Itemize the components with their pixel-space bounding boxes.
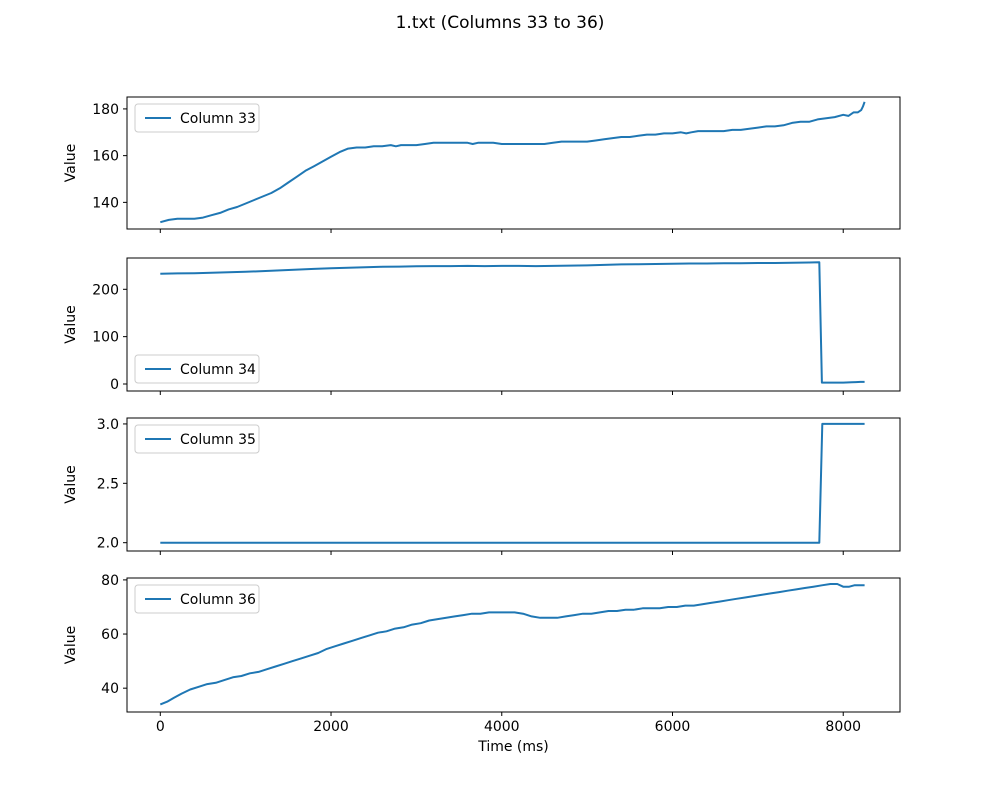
legend-column-36: Column 36 <box>134 584 260 614</box>
y-tick-label: 40 <box>101 681 119 697</box>
y-tick-label: 140 <box>92 195 119 211</box>
legend-label: Column 33 <box>180 111 256 127</box>
x-tick-label: 8000 <box>825 719 861 735</box>
y-tick-label: 2.5 <box>97 476 119 492</box>
y-axis-label: Value <box>63 144 79 182</box>
y-tick-label: 2.0 <box>97 536 119 552</box>
y-tick-label: 100 <box>92 330 119 346</box>
line-column-36 <box>159 583 865 706</box>
y-axis-label: Value <box>63 626 79 664</box>
legend-label: Column 34 <box>180 362 256 378</box>
x-tick-label: 4000 <box>484 719 520 735</box>
y-axis-label: Value <box>63 305 79 343</box>
legend-column-34: Column 34 <box>134 354 260 384</box>
legend-frame <box>134 584 260 614</box>
line-column-35 <box>160 422 865 544</box>
legend-column-33: Column 33 <box>134 103 260 133</box>
legend-label: Column 36 <box>180 592 256 608</box>
legend-frame <box>134 424 260 454</box>
x-tick-label: 0 <box>156 719 165 735</box>
subplot-column-36: 0 2000 4000 6000 8000 40 60 80 Value Column 36 <box>63 573 901 735</box>
y-tick-label: 200 <box>92 282 119 298</box>
x-axis-label: Time (ms) <box>477 739 549 755</box>
x-tick-label: 2000 <box>313 719 349 735</box>
legend-label: Column 35 <box>180 432 256 448</box>
y-axis-label: Value <box>63 465 79 503</box>
line-column-34 <box>160 261 865 384</box>
y-tick-label: 80 <box>101 573 119 589</box>
subplot-column-33: 140 160 180 Value Column 33 <box>63 96 901 233</box>
y-tick-label: 0 <box>110 377 119 393</box>
subplot-column-35: 2.0 2.5 3.0 Value Column 35 <box>63 417 901 555</box>
figure-title: 1.txt (Columns 33 to 36) <box>395 13 605 33</box>
y-tick-label: 60 <box>101 627 119 643</box>
legend-column-35: Column 35 <box>134 424 260 454</box>
y-tick-label: 3.0 <box>97 417 119 433</box>
legend-frame <box>134 103 260 133</box>
x-tick-label: 6000 <box>655 719 691 735</box>
line-column-33 <box>160 101 866 224</box>
y-tick-label: 180 <box>92 102 119 118</box>
legend-frame <box>134 354 260 384</box>
subplot-column-34: 0 100 200 Value Column 34 <box>63 257 901 395</box>
y-tick-label: 160 <box>92 149 119 165</box>
